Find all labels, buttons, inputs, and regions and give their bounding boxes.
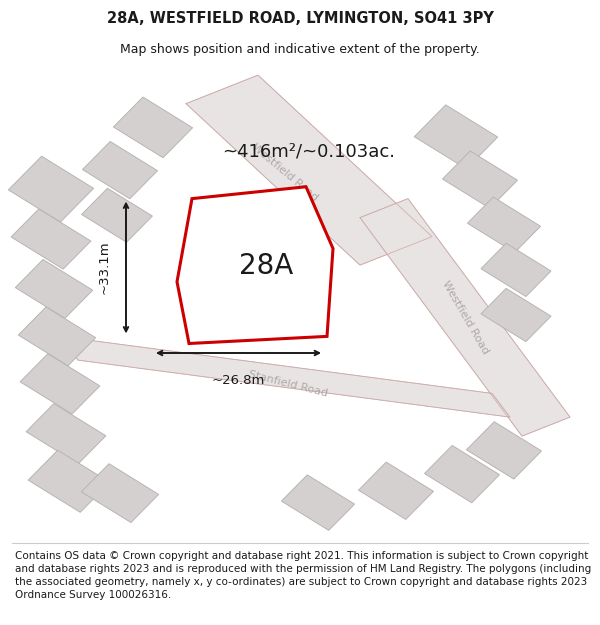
Text: 28A: 28A — [239, 252, 293, 280]
Polygon shape — [414, 105, 498, 169]
Polygon shape — [467, 197, 541, 252]
Polygon shape — [360, 199, 570, 436]
Polygon shape — [82, 464, 158, 522]
Text: ~33.1m: ~33.1m — [98, 241, 111, 294]
Polygon shape — [19, 307, 95, 366]
Polygon shape — [481, 288, 551, 342]
Text: Contains OS data © Crown copyright and database right 2021. This information is : Contains OS data © Crown copyright and d… — [15, 551, 591, 601]
Polygon shape — [443, 151, 517, 208]
Polygon shape — [82, 188, 152, 242]
Text: Westfield Road: Westfield Road — [440, 279, 490, 356]
Text: Stanfield Road: Stanfield Road — [247, 369, 329, 399]
Polygon shape — [26, 404, 106, 464]
Polygon shape — [281, 475, 355, 531]
Polygon shape — [11, 209, 91, 269]
Text: ~26.8m: ~26.8m — [212, 374, 265, 388]
Polygon shape — [8, 156, 94, 222]
Polygon shape — [481, 243, 551, 296]
Polygon shape — [177, 187, 333, 344]
Text: Westfield Road: Westfield Road — [250, 142, 320, 203]
Polygon shape — [201, 203, 306, 336]
Polygon shape — [467, 422, 541, 479]
Polygon shape — [28, 450, 110, 512]
Text: 28A, WESTFIELD ROAD, LYMINGTON, SO41 3PY: 28A, WESTFIELD ROAD, LYMINGTON, SO41 3PY — [107, 11, 493, 26]
Polygon shape — [425, 446, 499, 503]
Text: Map shows position and indicative extent of the property.: Map shows position and indicative extent… — [120, 42, 480, 56]
Text: ~416m²/~0.103ac.: ~416m²/~0.103ac. — [222, 142, 395, 160]
Polygon shape — [16, 259, 92, 318]
Polygon shape — [20, 354, 100, 414]
Polygon shape — [83, 141, 157, 199]
Polygon shape — [186, 75, 432, 265]
Polygon shape — [359, 462, 433, 519]
Polygon shape — [113, 97, 193, 158]
Polygon shape — [60, 336, 510, 417]
